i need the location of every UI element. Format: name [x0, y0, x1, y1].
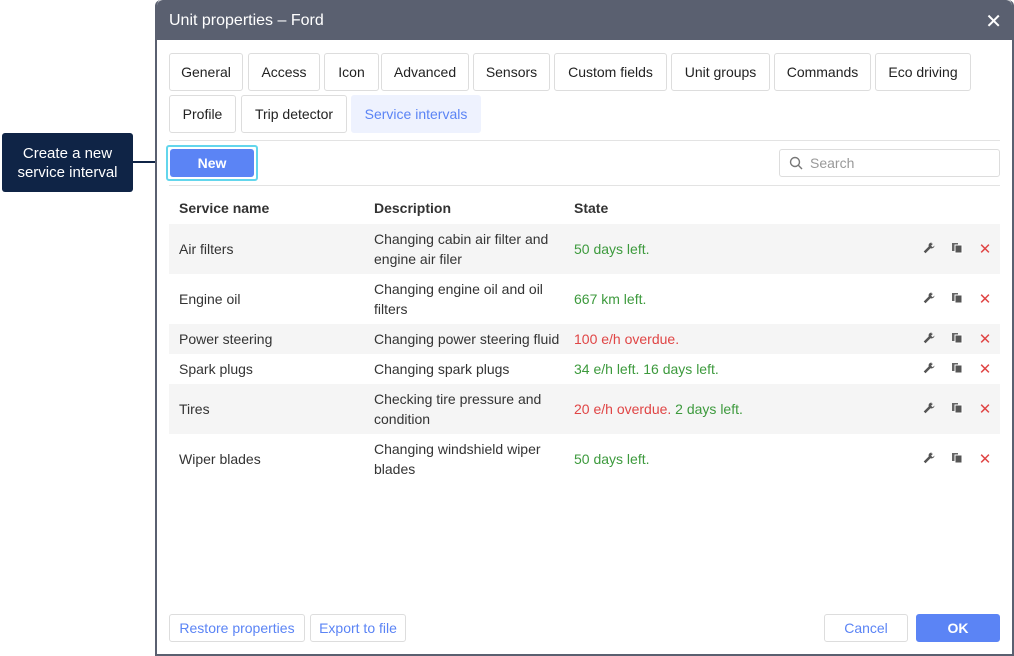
- tab-access[interactable]: Access: [248, 53, 320, 91]
- service-description: Checking tire pressure and condition: [374, 391, 542, 427]
- delete-icon[interactable]: ✕: [978, 451, 992, 468]
- table-row: Power steering Changing power steering f…: [169, 324, 1000, 354]
- table-header: Service name Description State: [169, 192, 1000, 224]
- delete-icon[interactable]: ✕: [978, 361, 992, 378]
- tab-custom-fields[interactable]: Custom fields: [554, 53, 667, 91]
- service-state: 50 days left.: [574, 434, 650, 484]
- copy-icon[interactable]: [950, 451, 964, 467]
- cancel-button[interactable]: Cancel: [824, 614, 908, 642]
- ok-button[interactable]: OK: [916, 614, 1000, 642]
- tab-profile[interactable]: Profile: [169, 95, 236, 133]
- restore-properties-button[interactable]: Restore properties: [169, 614, 305, 642]
- wrench-icon[interactable]: [922, 331, 936, 347]
- new-button-highlight: New: [166, 145, 258, 181]
- wrench-icon[interactable]: [922, 401, 936, 417]
- dialog-titlebar: Unit properties – Ford ✕: [157, 0, 1012, 40]
- tab-commands[interactable]: Commands: [774, 53, 871, 91]
- state-text: 50 days left.: [574, 241, 650, 257]
- state-text: 100 e/h overdue.: [574, 331, 680, 347]
- copy-icon[interactable]: [950, 331, 964, 347]
- state-text: 50 days left.: [574, 451, 650, 467]
- state-text: 20 e/h overdue.: [574, 401, 672, 417]
- wrench-icon[interactable]: [922, 451, 936, 467]
- callout-line: Create a new: [22, 145, 113, 162]
- service-name: Spark plugs: [179, 361, 253, 377]
- wrench-icon[interactable]: [922, 361, 936, 377]
- table-row: Spark plugs Changing spark plugs 34 e/h …: [169, 354, 1000, 384]
- tab-trip-detector[interactable]: Trip detector: [241, 95, 347, 133]
- close-icon[interactable]: ✕: [985, 11, 1002, 33]
- tab-unit-groups[interactable]: Unit groups: [671, 53, 770, 91]
- divider: [169, 185, 1000, 186]
- divider: [169, 140, 1000, 141]
- header-state: State: [574, 200, 609, 216]
- export-to-file-button[interactable]: Export to file: [310, 614, 406, 642]
- unit-properties-dialog: Unit properties – Ford ✕ General Access Ic…: [155, 0, 1014, 656]
- table-row: Air filters Changing cabin air filter an…: [169, 224, 1000, 274]
- header-service-name: Service name: [179, 200, 270, 216]
- delete-icon[interactable]: ✕: [978, 401, 992, 418]
- search-placeholder: Search: [810, 155, 855, 171]
- table-row: Wiper blades Changing windshield wiper b…: [169, 434, 1000, 484]
- table-row: Tires Checking tire pressure and conditi…: [169, 384, 1000, 434]
- copy-icon[interactable]: [950, 401, 964, 417]
- service-state: 100 e/h overdue.: [574, 324, 679, 354]
- service-description: Changing windshield wiper blades: [374, 441, 541, 477]
- callout-line: service interval: [17, 164, 118, 181]
- header-description: Description: [374, 200, 452, 216]
- delete-icon[interactable]: ✕: [978, 331, 992, 348]
- service-state: 50 days left.: [574, 224, 650, 274]
- state-text: 2 days left.: [671, 401, 743, 417]
- wrench-icon[interactable]: [922, 291, 936, 307]
- service-intervals-table: Service name Description State Air filte…: [169, 192, 1000, 484]
- service-name: Tires: [179, 401, 210, 417]
- service-name: Engine oil: [179, 291, 241, 307]
- copy-icon[interactable]: [950, 291, 964, 307]
- callout-leader-line: [133, 161, 165, 163]
- service-description: Changing spark plugs: [374, 361, 510, 377]
- tab-eco-driving[interactable]: Eco driving: [875, 53, 971, 91]
- service-description: Changing engine oil and oil filters: [374, 281, 543, 317]
- tab-general[interactable]: General: [169, 53, 243, 91]
- tab-advanced[interactable]: Advanced: [381, 53, 469, 91]
- service-name: Power steering: [179, 331, 273, 347]
- service-description: Changing cabin air filter and engine air…: [374, 231, 549, 267]
- service-name: Wiper blades: [179, 451, 261, 467]
- table-row: Engine oil Changing engine oil and oil f…: [169, 274, 1000, 324]
- service-name: Air filters: [179, 241, 234, 257]
- delete-icon[interactable]: ✕: [978, 241, 992, 258]
- delete-icon[interactable]: ✕: [978, 291, 992, 308]
- search-icon: [789, 156, 803, 170]
- state-text: 667 km left.: [574, 291, 647, 307]
- copy-icon[interactable]: [950, 361, 964, 377]
- wrench-icon[interactable]: [922, 241, 936, 257]
- search-input[interactable]: Search: [779, 149, 1000, 177]
- tab-icon[interactable]: Icon: [324, 53, 379, 91]
- tab-service-intervals[interactable]: Service intervals: [351, 95, 481, 133]
- state-text: 34 e/h left. 16 days left.: [574, 361, 719, 377]
- copy-icon[interactable]: [950, 241, 964, 257]
- service-state: 667 km left.: [574, 274, 646, 324]
- tab-sensors[interactable]: Sensors: [473, 53, 550, 91]
- dialog-title: Unit properties – Ford: [169, 12, 324, 29]
- service-description: Changing power steering fluid: [374, 331, 560, 347]
- new-button[interactable]: New: [170, 149, 254, 177]
- service-state: 20 e/h overdue. 2 days left.: [574, 384, 743, 434]
- callout-tooltip: Create a new service interval: [2, 133, 133, 192]
- service-state: 34 e/h left. 16 days left.: [574, 354, 719, 384]
